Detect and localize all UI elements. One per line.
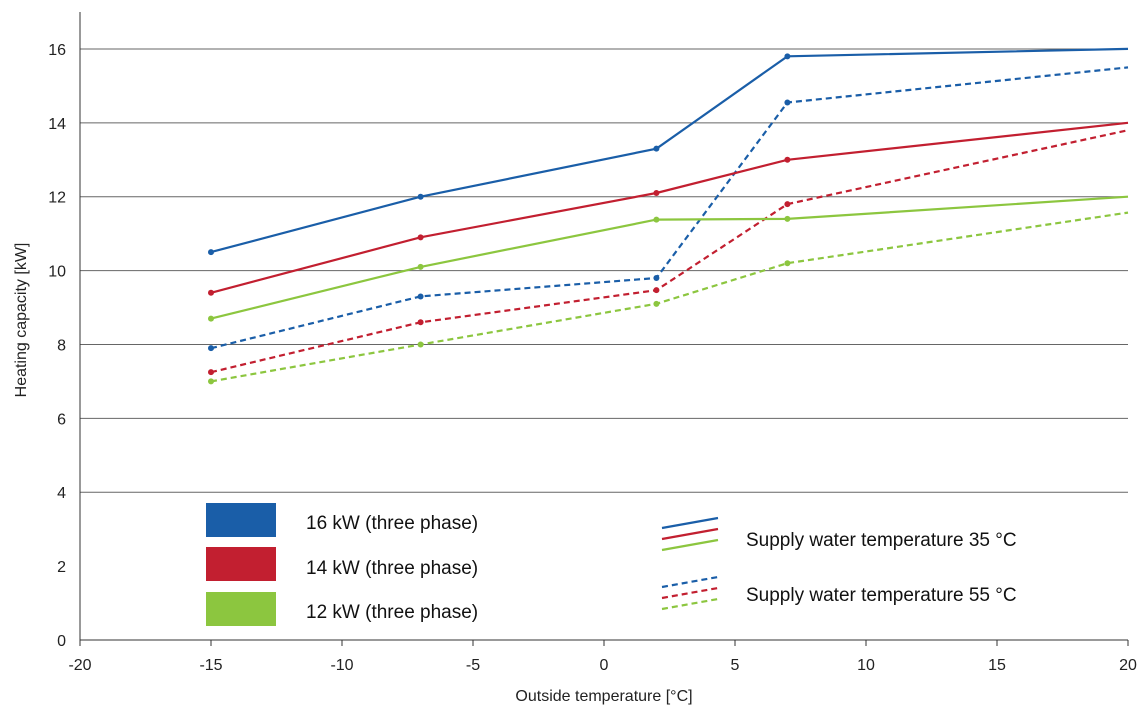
legend-label-16kw: 16 kW (three phase) [306, 513, 478, 534]
point-16kw-35c-1 [417, 193, 424, 200]
point-12kw-35c-1 [417, 263, 424, 270]
x-tick-labels: -20 -15 -10 -5 0 5 10 15 20 [68, 657, 1137, 674]
series-line-12kw-55c [210, 211, 1129, 383]
model-legend: 16 kW (three phase) 14 kW (three phase) … [206, 503, 478, 626]
legend-label-35c: Supply water temperature 35 °C [746, 530, 1017, 551]
y-tick-labels: 0 2 4 6 8 10 12 14 16 [48, 42, 66, 650]
point-14kw-55c-3 [784, 201, 791, 208]
point-12kw-35c-3 [784, 215, 791, 222]
point-12kw-55c-1 [417, 341, 424, 348]
series-line-14kw-35c [210, 121, 1129, 294]
series-lines [208, 47, 1129, 385]
point-12kw-55c-3 [784, 260, 791, 267]
x-tick-20: 20 [1119, 657, 1137, 674]
legend-swatch-14kw [206, 547, 276, 581]
point-14kw-35c-1 [417, 234, 424, 241]
point-16kw-55c-1 [417, 293, 424, 300]
series-line-14kw-55c [210, 129, 1129, 374]
x-axis-label: Outside temperature [°C] [515, 688, 692, 705]
legend-solid-lines [661, 516, 719, 552]
legend-label-14kw: 14 kW (three phase) [306, 558, 478, 579]
point-16kw-35c-2 [653, 145, 660, 152]
y-tick-10: 10 [48, 264, 66, 281]
legend-swatch-16kw [206, 503, 276, 537]
point-14kw-55c-0 [208, 369, 214, 376]
point-12kw-35c-0 [208, 315, 214, 322]
legend-label-12kw: 12 kW (three phase) [306, 602, 478, 623]
y-tick-14: 14 [48, 116, 66, 133]
legend-swatch-12kw [206, 592, 276, 626]
point-14kw-55c-1 [417, 319, 424, 326]
point-14kw-55c-2 [653, 287, 660, 294]
legend-label-55c: Supply water temperature 55 °C [746, 585, 1017, 606]
point-12kw-35c-2 [653, 216, 660, 223]
x-tick--15: -15 [199, 657, 222, 674]
axes [79, 12, 1129, 646]
y-tick-16: 16 [48, 42, 66, 59]
linestyle-legend: Supply water temperature 35 °C Supply wa… [661, 516, 1017, 611]
legend-dashed-lines [661, 575, 719, 611]
x-tick--20: -20 [68, 657, 91, 674]
x-tick-5: 5 [731, 657, 740, 674]
point-16kw-55c-2 [653, 274, 660, 281]
point-14kw-35c-3 [784, 156, 791, 163]
y-tick-4: 4 [57, 485, 66, 502]
point-16kw-35c-3 [784, 53, 791, 60]
y-axis-label: Heating capacity [kW] [13, 243, 30, 398]
y-tick-12: 12 [48, 190, 66, 207]
y-tick-6: 6 [57, 411, 66, 428]
point-16kw-35c-0 [208, 249, 214, 256]
y-tick-0: 0 [57, 633, 66, 650]
y-tick-8: 8 [57, 337, 66, 354]
y-tick-2: 2 [57, 559, 66, 576]
series-line-16kw-35c [210, 47, 1129, 254]
x-tick-15: 15 [988, 657, 1006, 674]
x-tick--5: -5 [466, 657, 480, 674]
point-12kw-55c-0 [208, 378, 214, 385]
series-line-16kw-55c [210, 66, 1129, 350]
point-12kw-55c-2 [653, 300, 660, 307]
point-16kw-55c-3 [784, 99, 791, 106]
grid [80, 48, 1128, 493]
point-14kw-35c-2 [653, 190, 660, 197]
x-tick--10: -10 [330, 657, 353, 674]
x-tick-0: 0 [600, 657, 609, 674]
point-16kw-55c-0 [208, 345, 214, 352]
x-tick-10: 10 [857, 657, 875, 674]
point-14kw-35c-0 [208, 289, 214, 296]
